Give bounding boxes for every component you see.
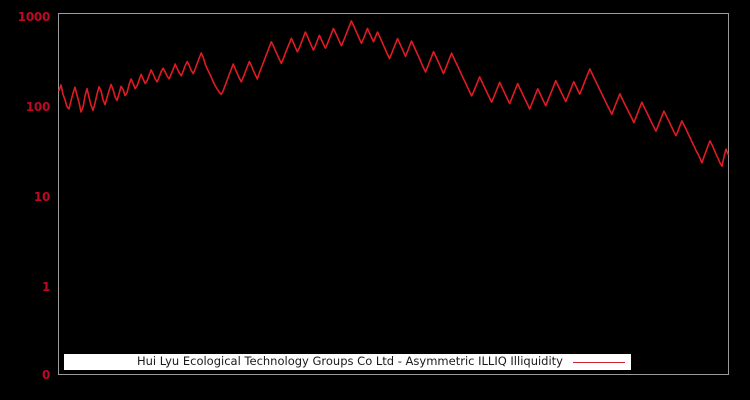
y-tick-label-100: 100: [25, 100, 50, 114]
series-line-chart: [58, 20, 729, 167]
y-tick-label-1: 1: [41, 280, 50, 294]
chart-legend: Hui Lyu Ecological Technology Groups Co …: [64, 354, 631, 370]
y-tick-label-1000: 1000: [17, 10, 51, 24]
series-layer: [58, 13, 729, 375]
legend-line-swatch: [573, 361, 625, 363]
y-axis: 1000 100 10 1 0: [0, 0, 58, 400]
y-tick-label-10: 10: [33, 190, 50, 204]
legend-label: Hui Lyu Ecological Technology Groups Co …: [136, 354, 563, 369]
series-line-hui-lyu-asymmetric-illiq: [58, 20, 729, 167]
y-tick-label-0: 0: [41, 368, 50, 382]
plot-frame: [58, 13, 729, 375]
